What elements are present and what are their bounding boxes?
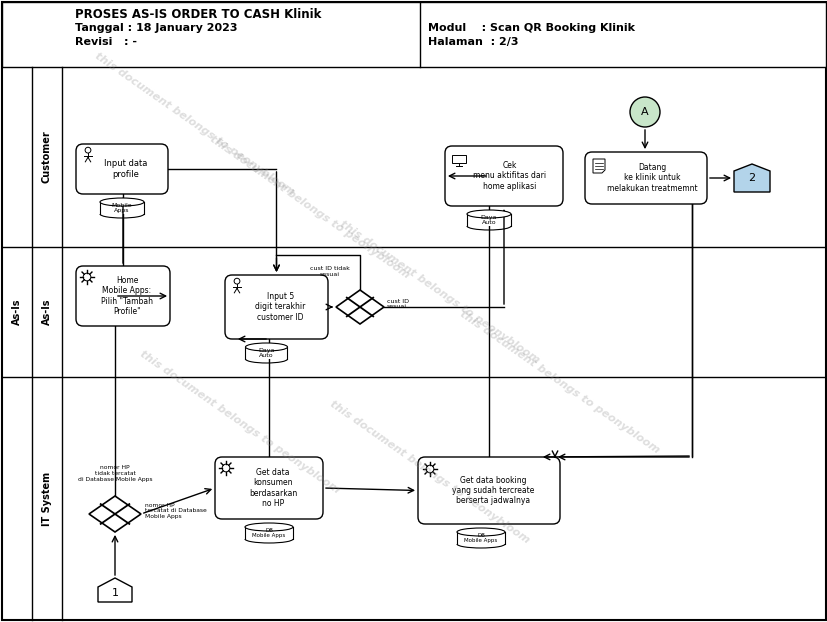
Text: this document belongs to peonybloom: this document belongs to peonybloom bbox=[208, 134, 411, 281]
Text: IT System: IT System bbox=[42, 471, 52, 526]
Text: Input data
profile: Input data profile bbox=[104, 159, 147, 179]
Text: Cek
menu aktifitas dari
home aplikasi: Cek menu aktifitas dari home aplikasi bbox=[473, 161, 546, 191]
Text: Revisi   : -: Revisi : - bbox=[75, 37, 136, 47]
FancyBboxPatch shape bbox=[76, 144, 168, 194]
Ellipse shape bbox=[245, 523, 293, 531]
Text: Get data booking
yang sudah tercreate
berserta jadwalnya: Get data booking yang sudah tercreate be… bbox=[452, 476, 533, 506]
Text: DB
Mobile Apps: DB Mobile Apps bbox=[464, 532, 497, 544]
Text: Daya
Auto: Daya Auto bbox=[258, 348, 275, 358]
Text: Datang
ke klinik untuk
melakukan treatmemnt: Datang ke klinik untuk melakukan treatme… bbox=[606, 163, 696, 193]
Bar bbox=[466, 214, 510, 226]
FancyBboxPatch shape bbox=[215, 457, 323, 519]
Polygon shape bbox=[88, 496, 141, 532]
Text: Daya
Auto: Daya Auto bbox=[480, 215, 496, 225]
FancyBboxPatch shape bbox=[585, 152, 706, 204]
Ellipse shape bbox=[245, 343, 287, 351]
Text: Modul    : Scan QR Booking Klinik: Modul : Scan QR Booking Klinik bbox=[428, 23, 634, 33]
Ellipse shape bbox=[100, 198, 144, 206]
Text: DB
Mobile Apps: DB Mobile Apps bbox=[252, 527, 285, 539]
FancyBboxPatch shape bbox=[418, 457, 559, 524]
Circle shape bbox=[234, 278, 240, 284]
Text: As-Is: As-Is bbox=[12, 299, 22, 325]
Text: Mobile
Apps: Mobile Apps bbox=[112, 203, 132, 213]
Text: 2: 2 bbox=[748, 173, 755, 183]
Polygon shape bbox=[336, 290, 384, 324]
Text: As-Is: As-Is bbox=[42, 299, 52, 325]
Ellipse shape bbox=[466, 210, 510, 218]
Circle shape bbox=[629, 97, 659, 127]
FancyBboxPatch shape bbox=[444, 146, 562, 206]
Ellipse shape bbox=[457, 528, 504, 536]
Text: nomor HP
tidak tercatat
di Database Mobile Apps: nomor HP tidak tercatat di Database Mobi… bbox=[78, 465, 152, 482]
Text: this document belongs to peonybloom: this document belongs to peonybloom bbox=[93, 51, 296, 197]
Bar bbox=[457, 532, 504, 544]
Text: A: A bbox=[640, 107, 648, 117]
Bar bbox=[100, 202, 144, 214]
Bar bbox=[2, 2, 825, 67]
Circle shape bbox=[85, 147, 91, 153]
Text: Get data
konsumen
berdasarkan
no HP: Get data konsumen berdasarkan no HP bbox=[249, 468, 297, 508]
Polygon shape bbox=[592, 159, 605, 173]
FancyBboxPatch shape bbox=[76, 266, 170, 326]
Text: Halaman  : 2/3: Halaman : 2/3 bbox=[428, 37, 518, 47]
Circle shape bbox=[222, 464, 230, 472]
Bar bbox=[245, 527, 293, 539]
Text: 1: 1 bbox=[112, 588, 118, 598]
Text: Home
Mobile Apps:
Pilih "Tambah
Profile": Home Mobile Apps: Pilih "Tambah Profile" bbox=[101, 276, 153, 316]
Bar bbox=[245, 347, 287, 359]
Text: this document belongs to peonybloom: this document belongs to peonybloom bbox=[328, 399, 531, 545]
Text: PROSES AS-IS ORDER TO CASH Klinik: PROSES AS-IS ORDER TO CASH Klinik bbox=[75, 9, 321, 22]
Text: this document belongs to peonybloom: this document belongs to peonybloom bbox=[138, 349, 342, 495]
Text: cust ID tidak
sesuai: cust ID tidak sesuai bbox=[309, 266, 350, 277]
Polygon shape bbox=[733, 164, 769, 192]
Circle shape bbox=[83, 273, 91, 281]
Bar bbox=[452, 156, 466, 164]
Polygon shape bbox=[98, 578, 131, 602]
Text: this document belongs to peonybloom: this document belongs to peonybloom bbox=[458, 309, 661, 455]
Text: nomor HP
tercatat di Database
Mobile Apps: nomor HP tercatat di Database Mobile App… bbox=[145, 503, 207, 519]
Circle shape bbox=[426, 465, 433, 473]
Text: cust ID
sesuai: cust ID sesuai bbox=[386, 299, 409, 309]
Text: this document belongs to peonybloom: this document belongs to peonybloom bbox=[338, 219, 541, 365]
Text: Input 5
digit terakhir
customer ID: Input 5 digit terakhir customer ID bbox=[255, 292, 305, 322]
Text: Customer: Customer bbox=[42, 131, 52, 183]
FancyBboxPatch shape bbox=[225, 275, 327, 339]
Text: Tanggal : 18 January 2023: Tanggal : 18 January 2023 bbox=[75, 23, 237, 33]
